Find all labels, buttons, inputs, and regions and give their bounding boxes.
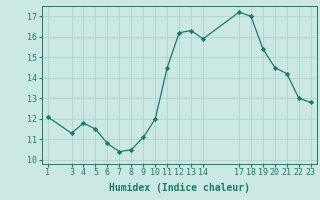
X-axis label: Humidex (Indice chaleur): Humidex (Indice chaleur)	[109, 183, 250, 193]
